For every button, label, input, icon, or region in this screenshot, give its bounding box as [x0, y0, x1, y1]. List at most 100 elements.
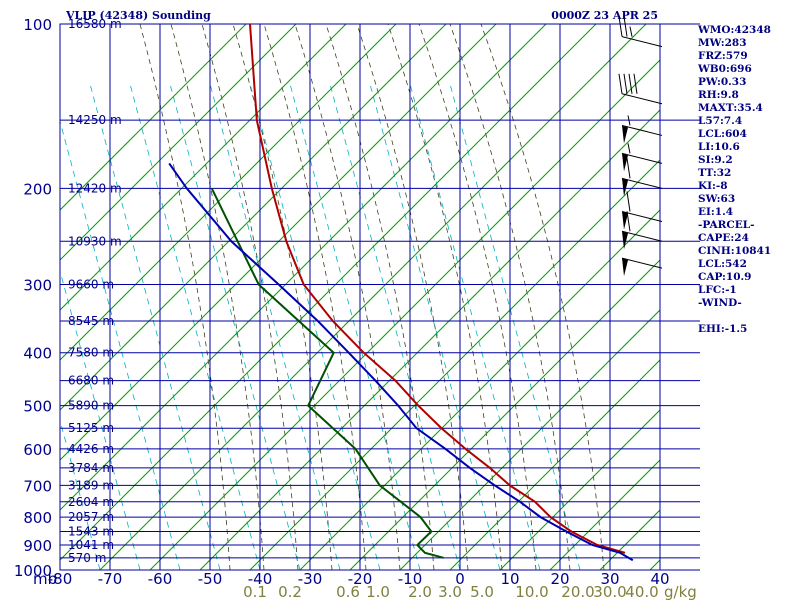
moist-adiabat-line	[170, 24, 265, 570]
temperature-tick-label: -10	[398, 570, 423, 588]
mixing-ratio-label: 0.1	[243, 583, 267, 600]
mixing-ratio-line	[60, 568, 61, 570]
mixing-ratio-line	[329, 83, 461, 570]
mixing-ratio-label: 20.0	[561, 583, 594, 600]
height-label: 6680 m	[68, 374, 114, 388]
stability-index-item: MAXT:35.4	[698, 102, 763, 114]
wind-barb	[621, 115, 663, 144]
stability-index-item: EHI:-1.5	[698, 323, 748, 335]
moist-adiabat-line	[232, 24, 333, 570]
wind-barb	[621, 191, 663, 230]
stability-indices-panel: WMO:42348 MW:283 FRZ:579 WB0:696 PW:0.33 RH:9…	[698, 24, 800, 336]
mixing-ratio-label: 0.2	[278, 583, 302, 600]
temperature-tick-label: -80	[48, 570, 73, 588]
dry-adiabat-line	[60, 24, 247, 211]
temperature-tick-label: 30	[600, 570, 619, 588]
mixing-ratio-line	[249, 83, 381, 570]
mixing-ratio-line	[289, 83, 421, 570]
stability-index-item: PW:0.33	[698, 76, 747, 88]
dry-adiabat-line	[549, 459, 660, 570]
stability-index-item	[698, 310, 800, 323]
wind-barb	[621, 143, 663, 172]
mixing-ratio-label: 10.0	[515, 583, 548, 600]
dry-adiabat-line	[60, 24, 397, 361]
mixing-ratio-label: 40.0	[625, 583, 658, 600]
wind-barb	[618, 16, 663, 48]
dewpoint-profile-line	[210, 187, 444, 559]
temperature-tick-label: -50	[198, 570, 223, 588]
temperature-tick-label: -40	[248, 570, 273, 588]
dry-adiabat-line	[449, 359, 660, 570]
mixing-ratio-unit-label: g/kg	[664, 583, 697, 600]
mixing-ratio-lines	[60, 83, 581, 570]
stability-index-item: LCL:604	[698, 128, 747, 140]
moist-adiabat-line	[418, 24, 537, 570]
dry-adiabat-line	[60, 24, 297, 261]
stability-index-item: CINH:10841	[698, 245, 772, 257]
wind-barb	[621, 211, 663, 250]
stability-index-item: WMO:42348	[698, 24, 771, 36]
height-label: 16580 m	[68, 17, 122, 31]
stability-index-item: RH:9.8	[698, 89, 739, 101]
stability-index-item: EI:1.4	[698, 206, 734, 218]
temperature-tick-label: 0	[455, 570, 465, 588]
height-label: 1041 m	[68, 538, 114, 552]
height-label: 14250 m	[68, 113, 122, 127]
mixing-ratio-line	[169, 83, 301, 570]
pressure-tick-label: 200	[23, 180, 52, 198]
height-label: 10930 m	[68, 234, 122, 248]
sounding-title: VLIP (42348) Sounding	[66, 9, 211, 22]
pressure-tick-label: 500	[23, 398, 52, 416]
moist-adiabat-line	[356, 24, 469, 570]
wind-barbs	[618, 16, 663, 277]
stability-index-item: CAPE:24	[698, 232, 749, 244]
dry-adiabat-line	[60, 24, 447, 411]
sounding-series	[168, 24, 634, 562]
dry-adiabat-line	[149, 59, 660, 570]
stability-index-item: KI:-8	[698, 180, 728, 192]
temperature-profile-line	[249, 24, 626, 554]
wind-barb	[621, 257, 663, 277]
moist-adiabat-line	[263, 24, 367, 570]
height-label: 2604 m	[68, 495, 114, 509]
stability-index-item: LCL:542	[698, 258, 747, 270]
mixing-ratio-label: 1.0	[366, 583, 390, 600]
temperature-tick-label: 20	[550, 570, 569, 588]
moist-adiabat-line	[139, 24, 231, 570]
stability-index-item: FRZ:579	[698, 50, 748, 62]
temperature-tick-label: -20	[348, 570, 373, 588]
height-label: 5890 m	[68, 399, 114, 413]
moist-adiabat-line	[201, 24, 299, 570]
height-label: 570 m	[68, 551, 106, 565]
pressure-tick-labels: 100 200 300 400 500 600 700 800 900 1000	[14, 16, 52, 580]
stability-index-item: TT:32	[698, 167, 732, 179]
height-label: 8545 m	[68, 314, 114, 328]
plot-frame	[59, 23, 661, 571]
pressure-tick-label: 900	[23, 537, 52, 555]
dry-adiabat-line	[349, 259, 660, 570]
temperature-tick-label: -60	[148, 570, 173, 588]
mixing-ratio-labels: 0.1 0.2 0.6 1.0 2.0 3.0 5.0 10.0 20.030.040.0 g/k…	[243, 583, 697, 600]
mixing-ratio-label: 0.6	[336, 583, 360, 600]
pressure-tick-label: 700	[23, 477, 52, 495]
height-label: 12420 m	[68, 181, 122, 195]
dry-adiabat-line	[60, 24, 347, 311]
stability-index-item: SI:9.2	[698, 154, 733, 166]
mixing-ratio-label: 3.0	[438, 583, 462, 600]
temperature-tick-label: -70	[98, 570, 123, 588]
pressure-tick-label: 1000	[14, 562, 52, 580]
stability-index-item: MW:283	[698, 37, 747, 49]
stability-index-item: SW:63	[698, 193, 736, 205]
mixing-ratio-label: 5.0	[470, 583, 494, 600]
height-label: 3784 m	[68, 461, 114, 475]
pressure-tick-label: 300	[23, 277, 52, 295]
height-label: 4426 m	[68, 442, 114, 456]
mixing-ratio-line	[209, 83, 341, 570]
dry-adiabat-line	[199, 109, 660, 570]
stability-index-item: LFC:-1	[698, 284, 737, 296]
dry-adiabat-line	[299, 209, 660, 570]
temperature-tick-label: 40	[650, 570, 669, 588]
parcel-profile-line	[168, 162, 634, 562]
mixing-ratio-line	[369, 83, 501, 570]
